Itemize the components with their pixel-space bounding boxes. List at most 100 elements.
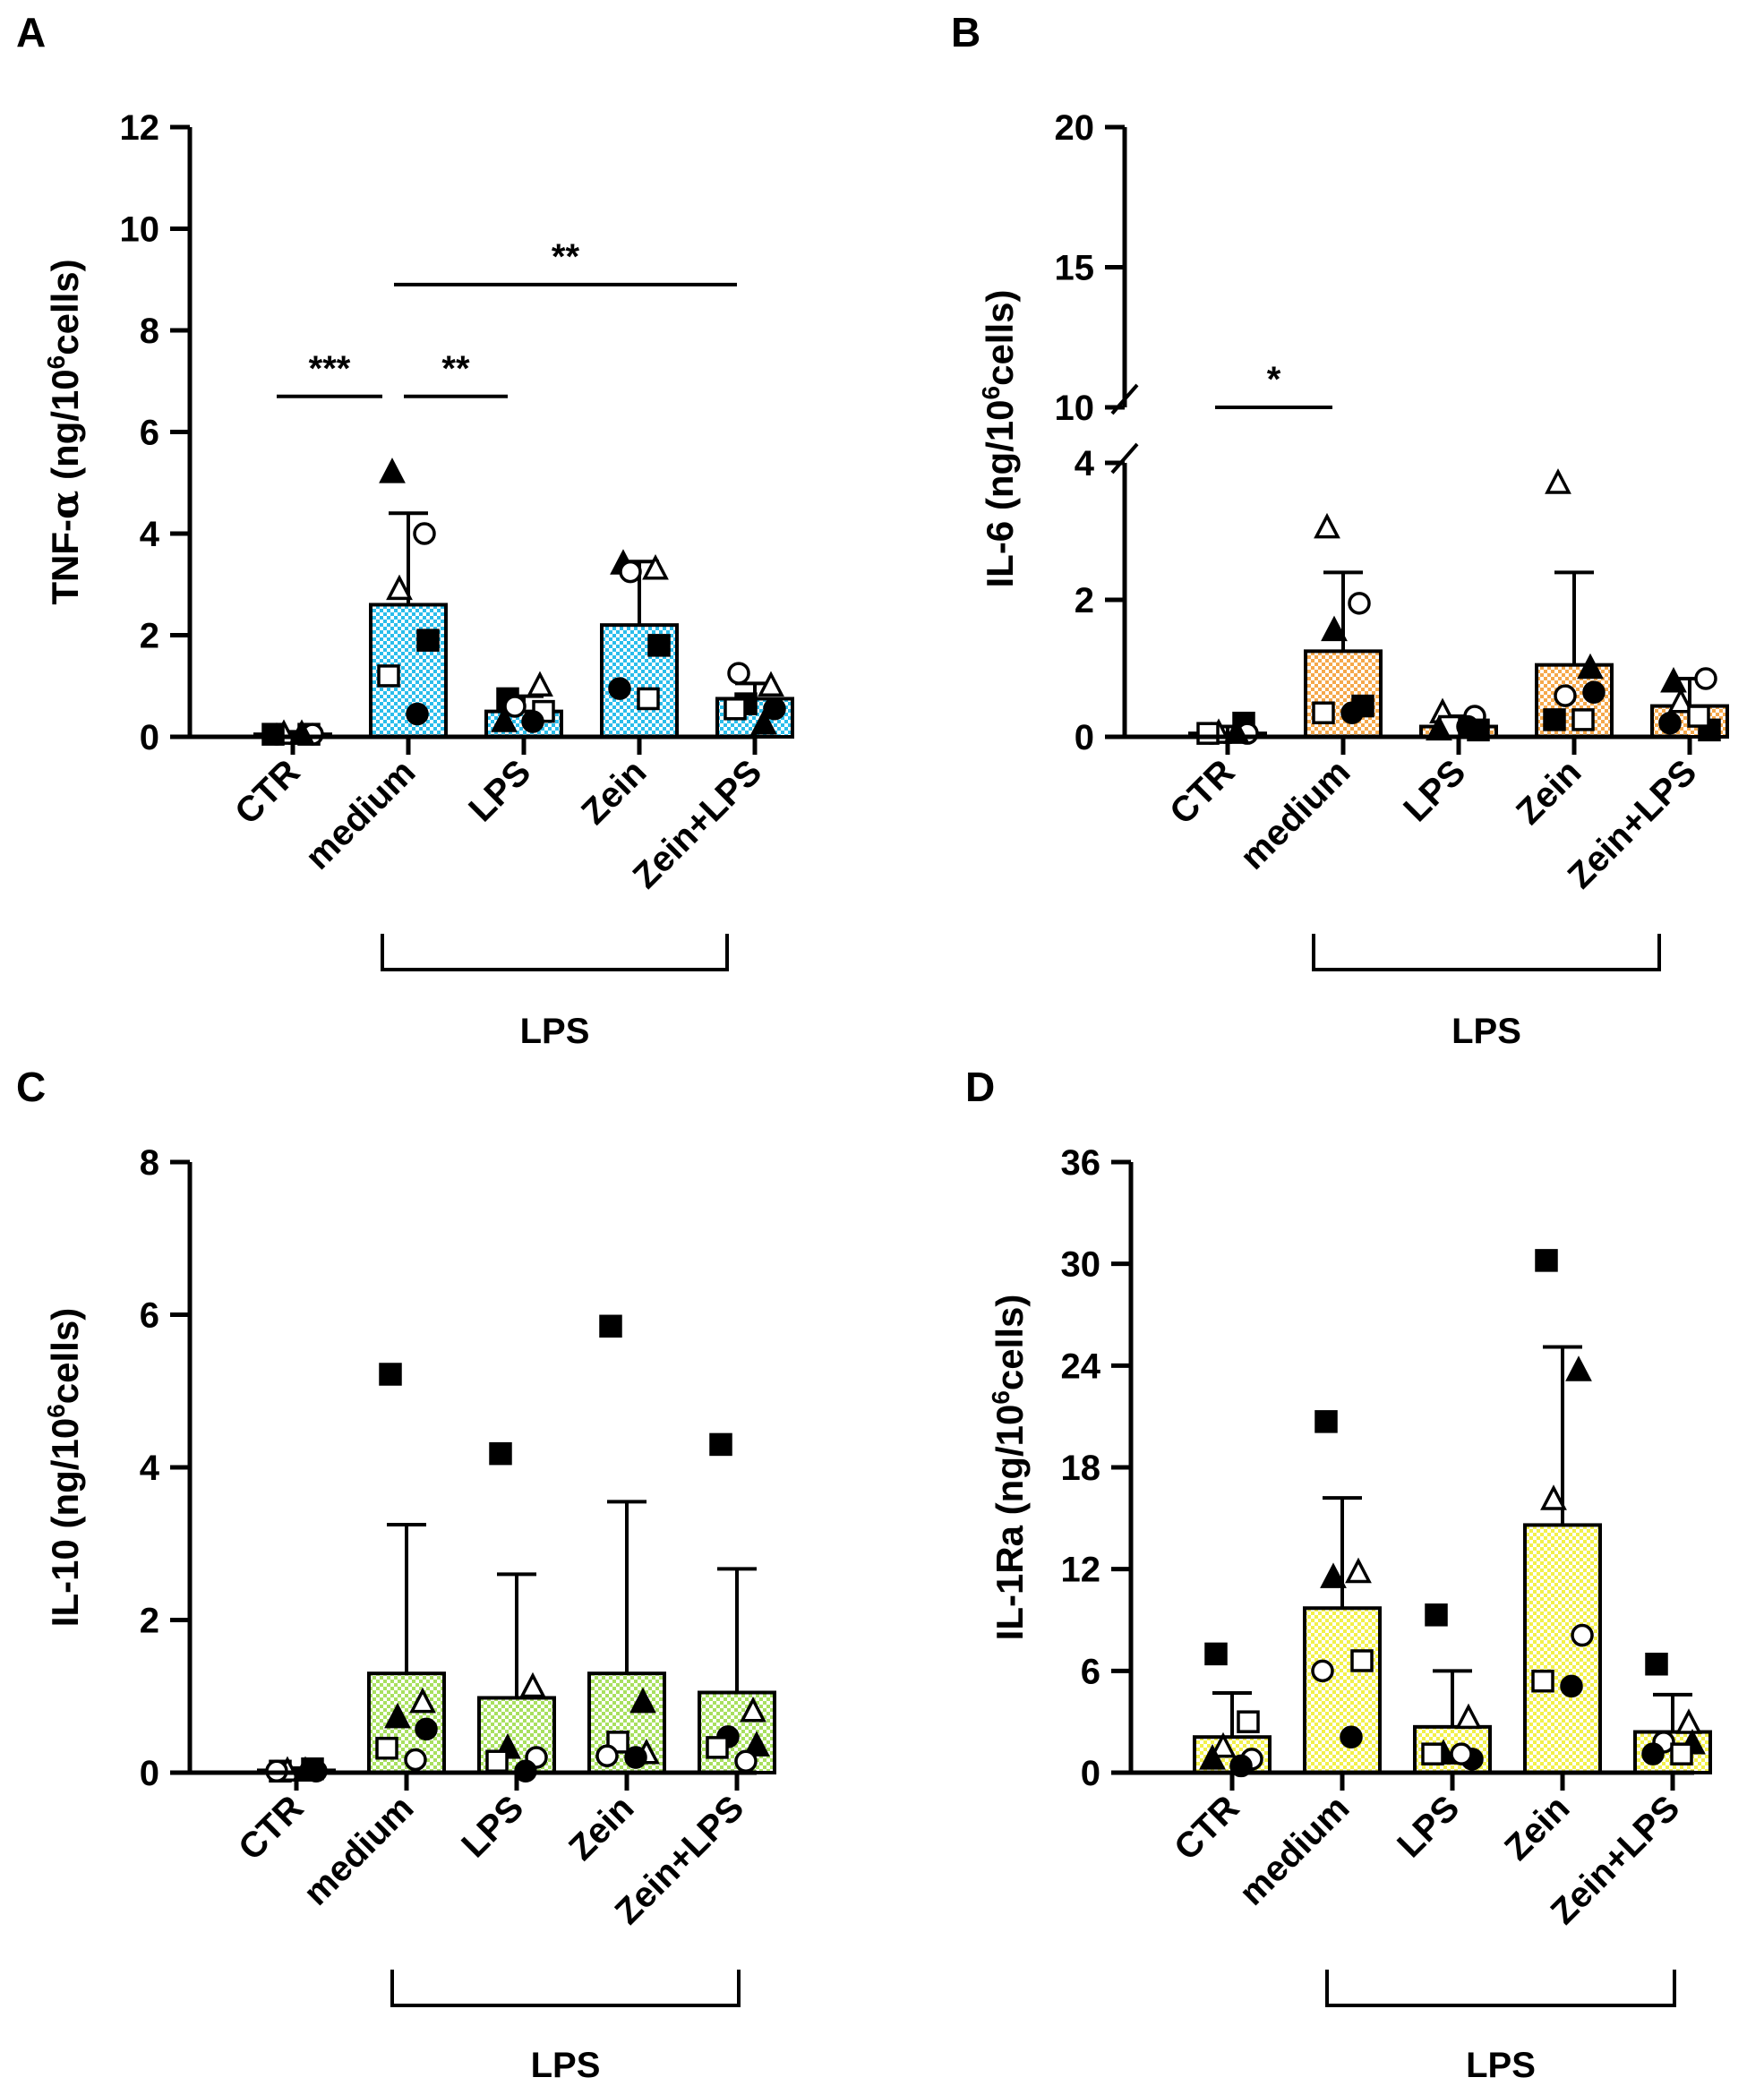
x-tick-label: LPS <box>461 752 538 829</box>
data-point <box>491 706 518 732</box>
y-tick-label: 6 <box>140 1296 159 1336</box>
data-point <box>1560 1674 1583 1698</box>
significance-label: *** <box>309 349 351 389</box>
data-point <box>1545 468 1571 494</box>
data-point <box>709 1432 732 1457</box>
data-point <box>1311 1659 1334 1683</box>
data-point <box>1425 1603 1448 1627</box>
data-point <box>1312 701 1335 724</box>
data-point <box>1345 1557 1372 1584</box>
group-bracket-label: LPS <box>531 2046 601 2085</box>
data-point <box>292 1756 319 1783</box>
y-tick-label: 2 <box>140 1602 159 1641</box>
data-point <box>1660 667 1687 693</box>
data-point <box>734 1749 758 1773</box>
data-point <box>404 1748 427 1772</box>
panel-label-C: C <box>16 1064 46 1110</box>
x-tick-label: medium <box>1232 1788 1357 1913</box>
data-point <box>1571 1623 1594 1647</box>
data-point <box>1455 1703 1482 1730</box>
data-point <box>1675 1708 1702 1734</box>
data-point <box>750 709 777 735</box>
data-point <box>1687 705 1710 728</box>
x-tick-label: medium <box>298 752 424 877</box>
data-point <box>519 1671 546 1698</box>
y-axis-title: IL-10 (ng/106cells) <box>42 1308 87 1627</box>
data-point <box>758 671 784 697</box>
y-tick-label: 10 <box>120 210 160 250</box>
group-bracket <box>1312 934 1661 971</box>
data-point <box>1540 1484 1567 1510</box>
data-point <box>406 702 429 726</box>
data-point <box>1694 667 1717 690</box>
y-tick-label: 0 <box>1081 1754 1100 1793</box>
data-point <box>1670 1742 1693 1765</box>
data-point <box>416 628 440 652</box>
data-point <box>629 1687 656 1714</box>
data-point <box>413 522 436 545</box>
data-point <box>1531 1669 1554 1693</box>
data-point <box>608 677 631 700</box>
data-point <box>637 687 660 711</box>
data-point <box>763 697 786 721</box>
data-point <box>624 1746 647 1769</box>
y-tick-label: 15 <box>1055 249 1095 288</box>
data-point <box>1210 1731 1237 1758</box>
group-bracket <box>381 934 729 971</box>
data-point <box>724 697 747 721</box>
y-tick-label: 10 <box>1055 389 1095 428</box>
data-point <box>1641 1742 1665 1765</box>
y-tick-label: 20 <box>1055 108 1095 148</box>
x-tick-label: medium <box>1233 752 1358 877</box>
data-point <box>1658 711 1682 735</box>
x-tick-label: CTR <box>1162 752 1242 832</box>
data-point <box>1571 708 1595 731</box>
data-point <box>599 1314 622 1338</box>
y-tick-label: 30 <box>1061 1245 1101 1285</box>
group-bracket-label: LPS <box>1466 2046 1536 2085</box>
group-bracket-label: LPS <box>1451 1012 1521 1051</box>
y-tick-label: 8 <box>140 1143 159 1183</box>
data-point <box>415 1717 438 1741</box>
data-point <box>727 662 750 685</box>
y-axis-title: IL-6 (ng/106cells) <box>977 289 1022 587</box>
bar-d-1 <box>1303 1606 1382 1774</box>
panel-label-D: D <box>965 1064 995 1110</box>
significance-label: * <box>1267 360 1281 399</box>
data-point <box>743 1731 770 1757</box>
data-point <box>1543 708 1566 731</box>
data-point <box>379 457 406 483</box>
group-bracket-label: LPS <box>520 1012 590 1051</box>
group-bracket <box>1325 1970 1676 2007</box>
x-tick-label: LPS <box>454 1788 531 1865</box>
data-point <box>384 1702 411 1729</box>
data-point <box>503 695 527 718</box>
data-point <box>1196 722 1220 745</box>
data-point <box>1645 1653 1668 1676</box>
data-point <box>1237 1710 1260 1733</box>
y-axis-title: TNF-α (ng/106cells) <box>42 259 88 604</box>
y-tick-label: 4 <box>1075 444 1095 483</box>
x-tick-label: LPS <box>1390 1788 1467 1865</box>
y-tick-label: 18 <box>1061 1449 1101 1488</box>
x-tick-label: Zein <box>574 752 654 832</box>
data-point <box>489 1441 512 1466</box>
data-point <box>1204 1642 1228 1666</box>
y-tick-label: 0 <box>140 718 159 757</box>
data-point <box>1340 701 1364 724</box>
y-tick-label: 24 <box>1061 1346 1101 1386</box>
y-tick-label: 8 <box>140 312 159 351</box>
data-point <box>1535 1249 1558 1272</box>
y-tick-label: 2 <box>140 617 159 656</box>
data-point <box>1667 687 1694 714</box>
y-tick-label: 0 <box>140 1754 159 1793</box>
data-point <box>1350 1649 1374 1672</box>
x-tick-label: CTR <box>231 1788 311 1868</box>
data-point <box>1450 1742 1473 1765</box>
panel-label-B: B <box>951 9 980 56</box>
y-tick-label: 0 <box>1075 718 1094 757</box>
